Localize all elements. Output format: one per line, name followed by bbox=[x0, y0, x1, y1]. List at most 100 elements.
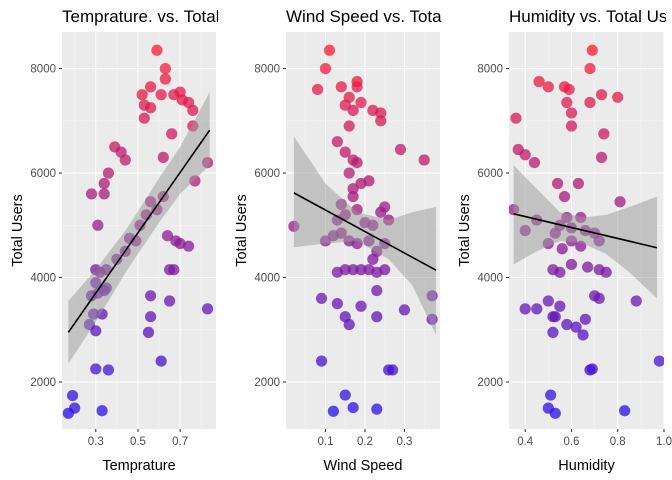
data-point bbox=[347, 190, 359, 203]
data-point bbox=[163, 295, 176, 307]
data-point bbox=[347, 401, 359, 414]
data-point bbox=[339, 264, 351, 276]
data-point bbox=[586, 44, 598, 56]
data-point bbox=[379, 201, 391, 213]
data-point bbox=[394, 143, 407, 156]
data-point bbox=[375, 107, 387, 119]
data-point bbox=[549, 311, 561, 323]
data-point bbox=[572, 177, 585, 190]
data-point bbox=[387, 364, 399, 376]
data-point bbox=[584, 364, 596, 376]
x-tick-label: 0.1 bbox=[317, 436, 333, 448]
data-point bbox=[347, 154, 359, 166]
data-point bbox=[582, 261, 594, 273]
data-point bbox=[85, 188, 98, 200]
data-point bbox=[561, 96, 573, 109]
data-point bbox=[542, 81, 554, 93]
data-point bbox=[547, 326, 559, 338]
data-point bbox=[187, 104, 199, 116]
data-point bbox=[90, 363, 102, 375]
data-point bbox=[355, 264, 367, 276]
data-point bbox=[98, 188, 110, 200]
data-point bbox=[319, 62, 332, 75]
data-point bbox=[339, 146, 351, 158]
data-point bbox=[351, 76, 363, 88]
y-axis-title: Total Users bbox=[234, 194, 250, 267]
data-point bbox=[561, 318, 573, 331]
data-point bbox=[519, 303, 531, 315]
data-point bbox=[379, 264, 391, 276]
y-tick-label: 4000 bbox=[254, 273, 280, 285]
y-tick-label: 8000 bbox=[254, 64, 280, 76]
data-point bbox=[182, 240, 195, 252]
confidence-band bbox=[68, 92, 210, 364]
data-point bbox=[315, 355, 328, 367]
data-point bbox=[98, 177, 110, 190]
data-point bbox=[533, 76, 545, 88]
data-point bbox=[595, 89, 608, 101]
data-point bbox=[138, 112, 150, 124]
data-point bbox=[343, 318, 355, 331]
x-tick-label: 0.6 bbox=[563, 436, 579, 448]
plot-area bbox=[62, 44, 214, 419]
data-point bbox=[355, 300, 367, 312]
data-point bbox=[96, 405, 108, 417]
y-tick-label: 4000 bbox=[477, 273, 503, 285]
data-point bbox=[170, 235, 182, 247]
data-point bbox=[549, 407, 561, 419]
data-point bbox=[630, 295, 642, 307]
data-point bbox=[528, 156, 541, 169]
x-tick-label: 0.7 bbox=[172, 436, 188, 448]
data-point bbox=[542, 295, 554, 307]
data-point bbox=[157, 151, 169, 163]
y-tick-label: 4000 bbox=[30, 273, 56, 285]
x-axis-title: Wind Speed bbox=[324, 458, 403, 474]
data-point bbox=[343, 91, 355, 103]
data-point bbox=[595, 151, 608, 163]
y-tick-label: 2000 bbox=[30, 377, 56, 389]
data-point bbox=[614, 196, 626, 208]
data-point bbox=[579, 313, 591, 325]
data-point bbox=[558, 190, 571, 203]
data-point bbox=[355, 96, 367, 109]
x-tick-label: 0.3 bbox=[396, 436, 412, 448]
data-point bbox=[151, 44, 163, 56]
y-tick-label: 2000 bbox=[254, 377, 280, 389]
data-point bbox=[168, 264, 180, 276]
panel-title: Wind Speed vs. Total Users bbox=[286, 7, 495, 26]
data-point bbox=[418, 154, 430, 166]
data-point bbox=[371, 284, 383, 297]
data-point bbox=[563, 83, 575, 96]
data-point bbox=[343, 120, 355, 132]
data-point bbox=[531, 303, 543, 315]
data-point bbox=[570, 321, 582, 333]
data-point bbox=[565, 258, 578, 271]
data-point bbox=[347, 264, 359, 276]
data-point bbox=[339, 389, 351, 401]
plot-area bbox=[509, 44, 664, 419]
data-point bbox=[166, 128, 178, 140]
data-point bbox=[331, 298, 343, 310]
data-point bbox=[311, 83, 324, 96]
data-point bbox=[102, 167, 115, 179]
data-point bbox=[371, 311, 383, 323]
data-point bbox=[593, 292, 605, 305]
x-tick-label: 0.3 bbox=[88, 436, 104, 448]
data-point bbox=[66, 389, 79, 402]
plot-area bbox=[288, 44, 438, 417]
confidence-band bbox=[513, 165, 658, 299]
data-point bbox=[554, 300, 566, 312]
data-point bbox=[519, 149, 531, 161]
y-tick-label: 8000 bbox=[477, 64, 503, 76]
data-point bbox=[398, 304, 411, 316]
regression-line bbox=[67, 129, 211, 333]
data-point bbox=[600, 266, 612, 278]
data-point bbox=[653, 355, 664, 367]
y-axis-title: Total Users bbox=[457, 194, 473, 267]
data-point bbox=[145, 102, 157, 114]
x-tick-label: 0.4 bbox=[517, 436, 534, 448]
data-point bbox=[69, 402, 81, 414]
data-point bbox=[612, 91, 624, 103]
temperature-panel: 2000 4000 6000 8000 0.3 0.5 0.7 Temprature Total… bbox=[10, 7, 218, 474]
